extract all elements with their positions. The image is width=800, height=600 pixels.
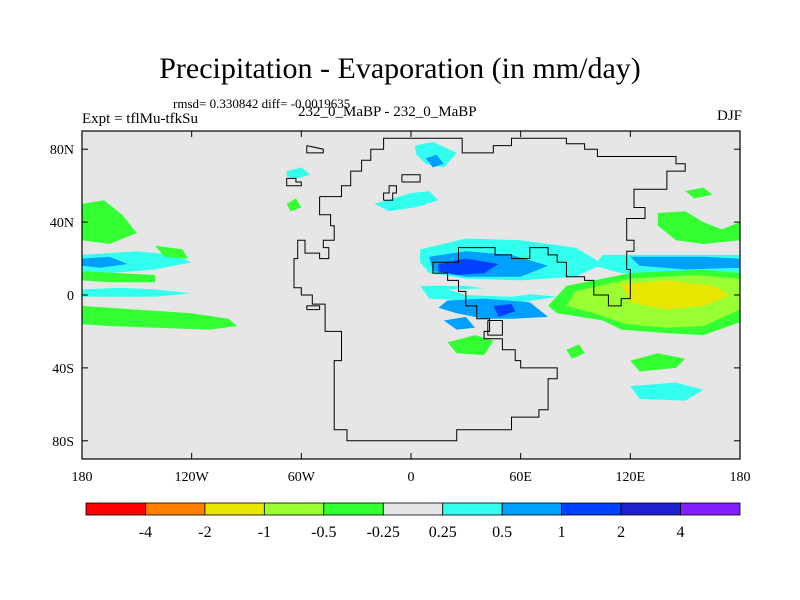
contour-region-19 xyxy=(447,287,539,297)
colorbar-label-5: 0.25 xyxy=(429,524,457,541)
colorbar-swatch-9 xyxy=(620,502,681,516)
contour-region-27 xyxy=(447,335,494,356)
y-tick-label-3: 40S xyxy=(52,362,74,377)
colorbar-label-3: -0.5 xyxy=(311,524,336,541)
y-tick-label-4: 80S xyxy=(52,435,74,450)
colorbar-swatch-6 xyxy=(442,502,503,516)
colorbar-label-9: 4 xyxy=(677,524,685,541)
contour-region-9 xyxy=(374,191,439,212)
chart-title: Precipitation - Evaporation (in mm/day) xyxy=(159,52,641,85)
x-tick-label-0: 180 xyxy=(72,470,93,485)
contour-region-24 xyxy=(621,280,731,310)
colorbar-label-4: -0.25 xyxy=(367,524,400,541)
colorbar-label-2: -1 xyxy=(258,524,271,541)
x-tick-label-1: 120W xyxy=(175,470,210,485)
colorbar-swatch-7 xyxy=(501,502,563,516)
season-label: DJF xyxy=(716,108,742,124)
contour-region-6 xyxy=(155,245,188,259)
contour-region-26 xyxy=(685,187,713,199)
contour-region-11 xyxy=(425,154,444,168)
contour-layer xyxy=(82,141,740,401)
x-tick-label-2: 60W xyxy=(288,470,316,485)
colorbar-label-1: -2 xyxy=(198,524,211,541)
x-tick-label-3: 0 xyxy=(408,470,415,485)
contour-region-3 xyxy=(82,200,137,244)
colorbar-swatch-8 xyxy=(561,502,622,516)
contour-region-7 xyxy=(286,167,311,179)
contour-region-10 xyxy=(414,141,457,168)
colorbar-label-8: 2 xyxy=(617,524,625,541)
colorbar-swatch-5 xyxy=(382,502,444,516)
contour-region-4 xyxy=(82,305,238,330)
y-tick-label-2: 0 xyxy=(67,289,74,304)
comparison-label: 232_0_MaBP - 232_0_MaBP xyxy=(298,104,477,120)
colorbar-swatch-3 xyxy=(263,502,325,516)
colorbar-swatch-10 xyxy=(680,502,741,516)
coastline-segment-4 xyxy=(306,305,321,311)
contour-region-21 xyxy=(630,256,740,270)
colorbar-swatch-4 xyxy=(323,502,384,516)
contour-region-29 xyxy=(630,353,686,372)
coastline-segment-3 xyxy=(383,185,397,201)
coastline-segment-0 xyxy=(306,145,324,154)
stats-label: rmsd= 0.330842 diff= -0.0019635 xyxy=(173,96,351,111)
contour-region-1 xyxy=(82,256,128,268)
contour-region-2 xyxy=(82,287,192,297)
contour-region-25 xyxy=(657,211,740,244)
y-tick-label-0: 80N xyxy=(50,143,74,158)
y-tick-label-1: 40N xyxy=(50,216,74,231)
contour-region-5 xyxy=(82,271,156,283)
contour-region-28 xyxy=(566,344,585,359)
coastline-segment-2 xyxy=(293,137,686,442)
colorbar-swatch-1 xyxy=(145,502,206,516)
x-tick-label-6: 180 xyxy=(730,470,751,485)
contour-region-18 xyxy=(443,316,475,330)
contour-region-8 xyxy=(286,198,302,212)
axes-layer: 180 120W 60W 0 60E 120E 180 80N 40N 0 40S 80S xyxy=(50,131,751,485)
colorbar-swatch-0 xyxy=(85,502,146,516)
coastline-segment-5 xyxy=(401,174,421,183)
coastline-layer xyxy=(286,137,686,442)
contour-region-30 xyxy=(630,382,704,401)
colorbar: -4 -2 -1 -0.5 -0.25 0.25 0.5 1 2 4 xyxy=(85,502,741,541)
colorbar-label-0: -4 xyxy=(139,524,152,541)
colorbar-label-6: 0.5 xyxy=(492,524,512,541)
coastline-segment-1 xyxy=(286,177,302,187)
contour-region-17 xyxy=(493,304,516,317)
x-tick-label-5: 120E xyxy=(616,470,646,485)
colorbar-label-7: 1 xyxy=(558,524,566,541)
x-tick-label-4: 60E xyxy=(509,470,532,485)
experiment-label: Expt = tflMu-tfkSu xyxy=(82,111,198,127)
coastline-segment-6 xyxy=(487,320,503,336)
colorbar-swatch-2 xyxy=(204,502,265,516)
